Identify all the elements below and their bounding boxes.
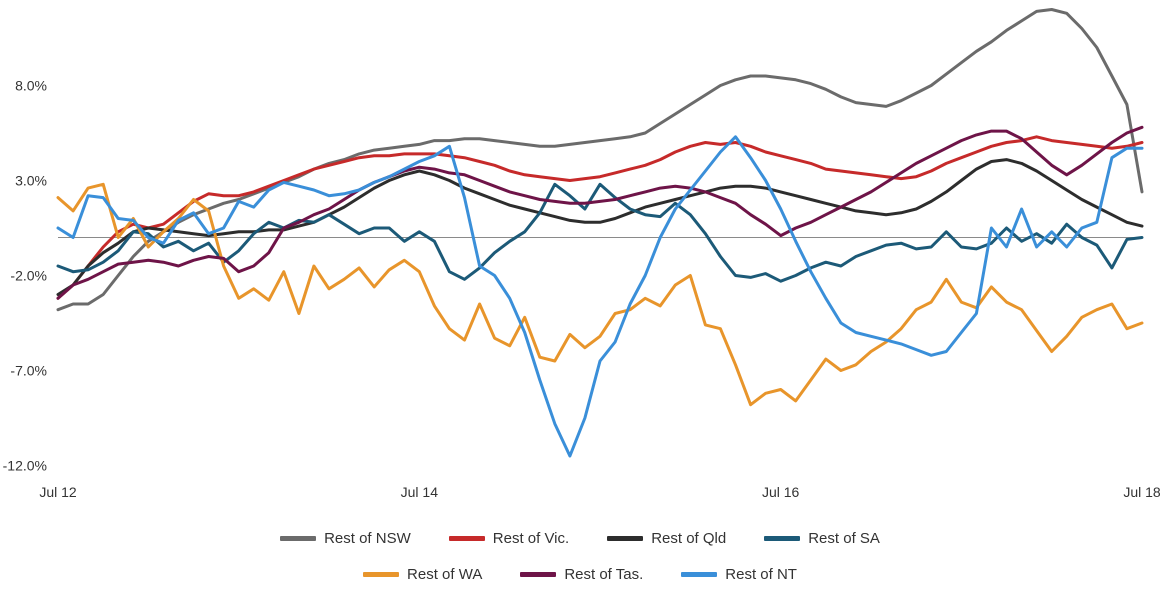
legend-swatch <box>764 535 801 541</box>
legend-swatch <box>520 571 557 577</box>
legend-swatch <box>280 535 317 541</box>
legend-label: Rest of Vic. <box>492 529 570 547</box>
legend-item: Rest of Vic. <box>448 529 570 547</box>
legend-label: Rest of SA <box>808 529 880 547</box>
legend-swatch <box>607 535 644 541</box>
series-line-rest-of-nsw <box>56 8 1144 312</box>
legend-label: Rest of Qld <box>651 529 727 547</box>
legend-label: Rest of WA <box>407 565 483 583</box>
legend-item: Rest of NT <box>681 566 797 583</box>
legend-item: Rest of NSW <box>280 530 411 547</box>
y-tick-label: -2.0% <box>10 268 47 284</box>
chart-legend: Rest of NSW Rest of Vic. Rest of Qld Rest o… <box>0 523 1160 595</box>
legend-item: Rest of Tas. <box>520 566 643 583</box>
series-line-rest-of-vic <box>56 135 1144 300</box>
x-tick-label: Jul 18 <box>1123 484 1160 500</box>
y-tick-label: 3.0% <box>15 173 47 189</box>
series-line-rest-of-nt <box>56 135 1144 458</box>
legend-item: Rest of Qld <box>607 530 726 547</box>
legend-swatch <box>448 535 485 541</box>
legend-label: Rest of Tas. <box>564 565 644 583</box>
legend-item: Rest of WA <box>363 566 482 583</box>
x-tick-label: Jul 14 <box>401 484 439 500</box>
legend-swatch <box>363 571 400 577</box>
x-tick-label: Jul 16 <box>762 484 800 500</box>
series-line-rest-of-qld <box>56 158 1144 296</box>
y-tick-label: -12.0% <box>3 458 47 474</box>
series-line-rest-of-sa <box>56 182 1144 283</box>
legend-item: Rest of SA <box>764 530 880 547</box>
x-tick-label: Jul 12 <box>39 484 77 500</box>
series-line-rest-of-tas <box>56 125 1144 300</box>
legend-label: Rest of NT <box>725 565 797 583</box>
y-tick-label: -7.0% <box>10 363 47 379</box>
y-tick-label: 8.0% <box>15 78 47 94</box>
legend-swatch <box>681 571 718 577</box>
series-line-rest-of-wa <box>56 182 1144 407</box>
legend-label: Rest of NSW <box>324 529 411 547</box>
